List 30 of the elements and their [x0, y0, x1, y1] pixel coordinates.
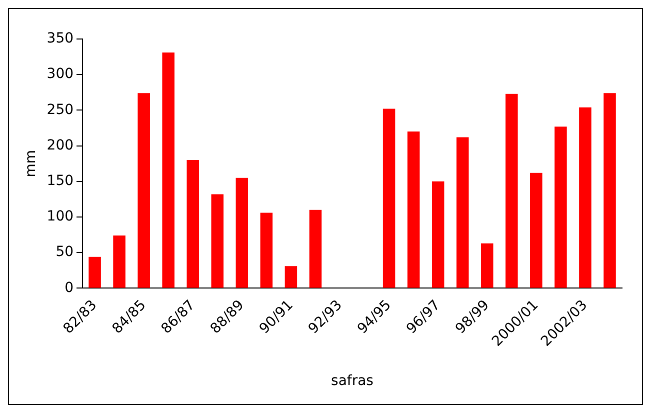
y-tick-label: 200 — [46, 137, 74, 154]
y-tick-label: 50 — [56, 244, 74, 260]
bar — [88, 256, 101, 288]
y-tick-label: 150 — [46, 173, 74, 190]
bar — [309, 210, 322, 288]
y-tick-label: 0 — [64, 280, 74, 296]
bar — [382, 108, 396, 288]
bar — [506, 94, 518, 288]
bar — [554, 126, 567, 288]
bar — [186, 160, 199, 288]
y-tick-label: 100 — [46, 208, 74, 225]
bar — [530, 172, 542, 288]
bar — [162, 52, 174, 288]
bar — [432, 181, 444, 288]
bar — [236, 178, 248, 288]
bar — [604, 93, 616, 288]
bar — [138, 93, 150, 288]
bar — [211, 194, 224, 288]
bar — [579, 107, 592, 288]
bar — [407, 132, 420, 288]
bar — [260, 212, 273, 288]
bar — [284, 266, 298, 288]
y-tick-label: 350 — [46, 30, 74, 47]
y-tick-label: 250 — [46, 102, 74, 118]
x-axis-title: safras — [331, 373, 374, 390]
bar — [481, 243, 494, 288]
bar — [113, 236, 126, 288]
y-axis-title: mm — [23, 150, 40, 178]
y-tick-label: 300 — [46, 66, 74, 82]
bar — [456, 137, 469, 288]
